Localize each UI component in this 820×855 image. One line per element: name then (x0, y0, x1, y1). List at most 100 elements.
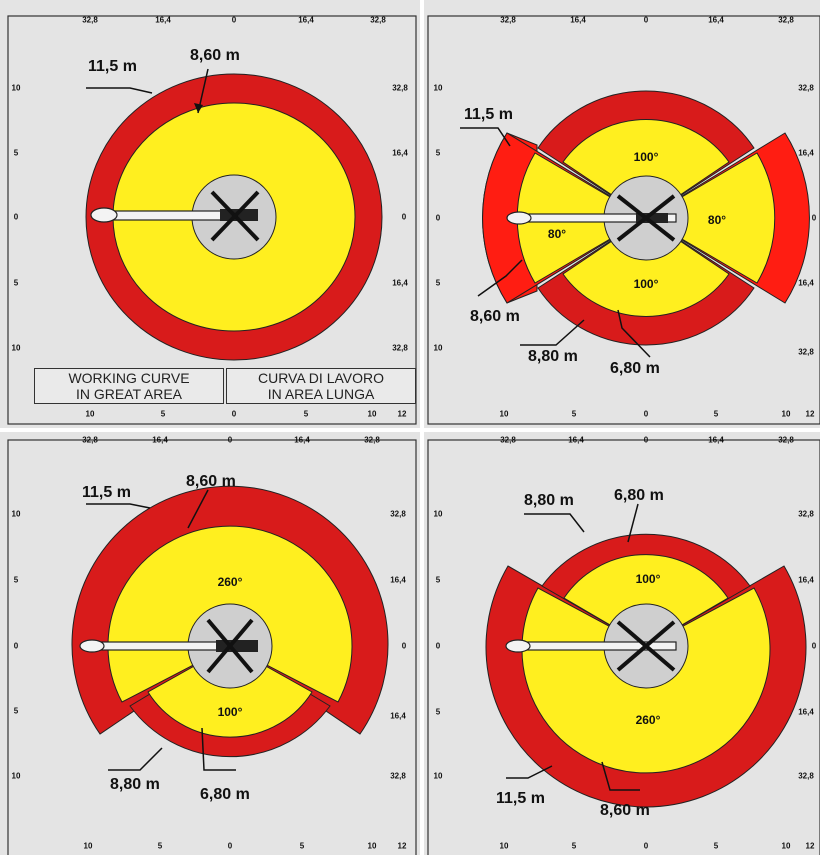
tick-right: 32,8 (798, 771, 814, 781)
tick-bottom: 12 (805, 409, 815, 419)
tick-bottom: 12 (397, 841, 407, 851)
tick-right: 16,4 (798, 575, 814, 585)
tick-top: 16,4 (152, 435, 168, 445)
tick-bottom: 10 (367, 841, 377, 851)
panel-260-bottom: 8,80 m 6,80 m 11,5 m 8,60 m 100° 260° 32… (424, 432, 820, 855)
tick-right: 32,8 (798, 347, 814, 357)
caption-english: WORKING CURVE IN GREAT AREA (34, 368, 224, 404)
tick-bottom: 5 (157, 841, 163, 851)
tick-top: 0 (643, 15, 649, 25)
outer-radius-label: 11,5 m (88, 58, 137, 75)
tick-left: 0 (435, 213, 441, 223)
angle-label-small: 100° (635, 572, 661, 586)
machine-icon (90, 190, 260, 242)
angle-label-bottom: 100° (633, 277, 659, 291)
tick-top: 0 (231, 15, 237, 25)
tick-top: 32,8 (82, 435, 98, 445)
tick-right: 16,4 (390, 711, 406, 721)
tick-top: 16,4 (568, 435, 584, 445)
tick-left: 0 (13, 212, 19, 222)
tick-left: 10 (11, 771, 21, 781)
radius-label-2: 6,80 m (614, 487, 664, 504)
tick-bottom: 5 (571, 409, 577, 419)
tick-top: 16,4 (708, 435, 724, 445)
tick-left: 0 (435, 641, 441, 651)
working-curve-diagram-80-sectors (427, 15, 820, 425)
radius-label-3: 8,80 m (528, 348, 578, 365)
tick-right: 0 (811, 641, 817, 651)
tick-top: 32,8 (370, 15, 386, 25)
tick-left: 5 (435, 575, 441, 585)
tick-left: 10 (433, 771, 443, 781)
tick-left: 5 (13, 706, 19, 716)
tick-top: 0 (227, 435, 233, 445)
inner-zone-small (147, 645, 313, 738)
tick-right: 16,4 (392, 148, 408, 158)
tick-top: 32,8 (500, 15, 516, 25)
tick-bottom: 5 (713, 409, 719, 419)
tick-left: 5 (13, 148, 19, 158)
angle-label-large: 260° (217, 575, 243, 589)
tick-top: 32,8 (364, 435, 380, 445)
tick-bottom: 0 (643, 841, 649, 851)
caption-italian: CURVA DI LAVORO IN AREA LUNGA (226, 368, 416, 404)
tick-bottom: 10 (85, 409, 95, 419)
tick-top: 16,4 (708, 15, 724, 25)
tick-bottom: 0 (227, 841, 233, 851)
tick-bottom: 0 (231, 409, 237, 419)
tick-right: 16,4 (798, 707, 814, 717)
tick-top: 16,4 (298, 15, 314, 25)
tick-left: 5 (435, 278, 441, 288)
angle-label-large: 260° (635, 713, 661, 727)
tick-right: 32,8 (392, 343, 408, 353)
tick-top: 32,8 (500, 435, 516, 445)
tick-left: 5 (13, 575, 19, 585)
panel-sectors-80: 11,5 m 8,60 m 8,80 m 6,80 m 100° 100° 80… (424, 0, 820, 428)
tick-right: 32,8 (798, 509, 814, 519)
tick-left: 5 (13, 278, 19, 288)
radius-label-1: 8,80 m (524, 492, 574, 509)
tick-right: 32,8 (390, 771, 406, 781)
tick-bottom: 10 (83, 841, 93, 851)
tick-bottom: 5 (299, 841, 305, 851)
radius-label-3: 11,5 m (496, 790, 545, 807)
tick-top: 32,8 (82, 15, 98, 25)
inner-zone-bottom (562, 217, 730, 317)
radius-label-3: 8,80 m (110, 776, 160, 793)
tick-left: 5 (435, 148, 441, 158)
tick-right: 32,8 (390, 509, 406, 519)
tick-right: 16,4 (798, 278, 814, 288)
tick-left: 10 (11, 509, 21, 519)
angle-label-top: 100° (633, 150, 659, 164)
tick-bottom: 10 (781, 841, 791, 851)
tick-top: 16,4 (570, 15, 586, 25)
tick-left: 5 (435, 707, 441, 717)
tick-left: 10 (11, 83, 21, 93)
inner-zone-small (563, 554, 729, 647)
tick-right: 0 (401, 212, 407, 222)
inner-radius-label: 8,60 m (190, 47, 240, 64)
tick-right: 16,4 (392, 278, 408, 288)
radius-label-4: 8,60 m (600, 802, 650, 819)
tick-left: 10 (433, 83, 443, 93)
radius-label-4: 6,80 m (610, 360, 660, 377)
tick-left: 10 (433, 343, 443, 353)
working-curve-diagram-260-top (7, 439, 417, 855)
panel-great-area: 11,5 m 8,60 m 32,8 16,4 0 16,4 32,8 10 5… (0, 0, 420, 428)
leader-outer (86, 87, 153, 94)
radius-label-2: 8,60 m (186, 473, 236, 490)
radius-label-2: 8,60 m (470, 308, 520, 325)
tick-top: 32,8 (778, 15, 794, 25)
tick-bottom: 12 (805, 841, 815, 851)
tick-bottom: 10 (781, 409, 791, 419)
tick-top: 0 (643, 435, 649, 445)
tick-bottom: 5 (160, 409, 166, 419)
tick-right: 16,4 (390, 575, 406, 585)
angle-label-small: 100° (217, 705, 243, 719)
tick-right: 32,8 (392, 83, 408, 93)
working-curve-diagram-260-bottom (427, 439, 820, 855)
tick-top: 32,8 (778, 435, 794, 445)
tick-top: 16,4 (155, 15, 171, 25)
tick-bottom: 5 (571, 841, 577, 851)
angle-label-right: 80° (707, 213, 727, 227)
